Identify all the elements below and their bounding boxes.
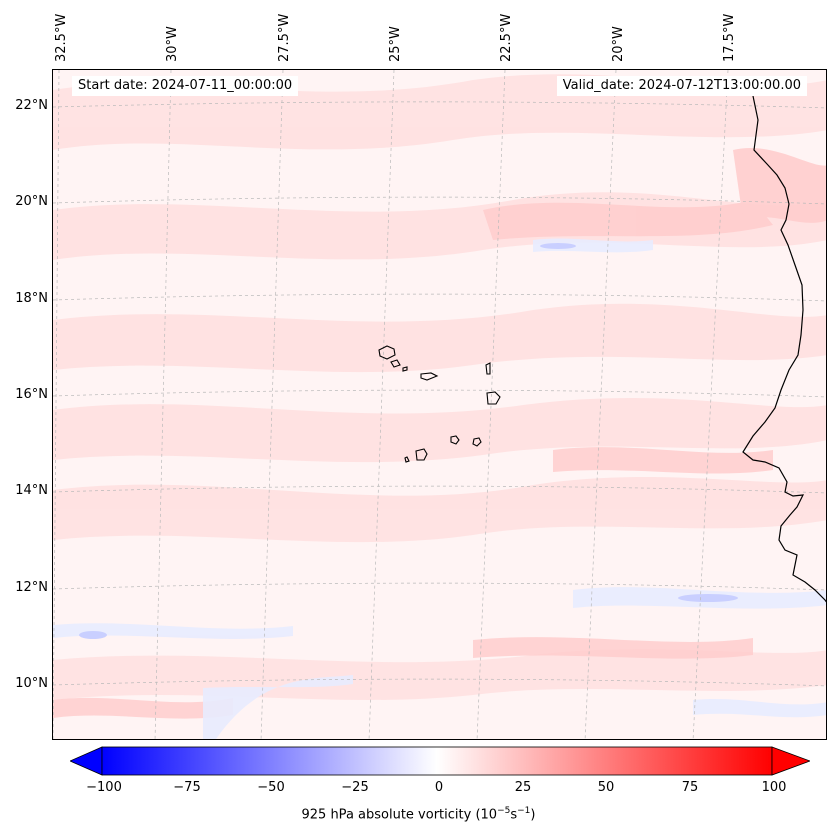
- colorbar-label-text: 925 hPa absolute vorticity (10: [301, 807, 498, 823]
- colorbar-min-extend: [69, 746, 103, 776]
- lat-label-22n: 22°N: [15, 98, 48, 113]
- colorbar-label: 925 hPa absolute vorticity (10−5s−1): [0, 806, 837, 822]
- lat-label-12n: 12°N: [15, 580, 48, 595]
- lat-label-14n: 14°N: [15, 483, 48, 498]
- lon-label-27-5w: 27.5°W: [277, 13, 292, 62]
- colorbar-gradient: [101, 746, 773, 776]
- start-date-label: Start date: 2024-07-11_00:00:00: [72, 76, 299, 96]
- colorbar-label-mid: s: [510, 807, 518, 823]
- lon-label-32-5w: 32.5°W: [54, 13, 69, 62]
- map-canvas: [53, 70, 826, 739]
- vorticity-map: [52, 69, 827, 740]
- colorbar-label-exp2: −1: [517, 806, 531, 816]
- lat-label-16n: 16°N: [15, 387, 48, 402]
- colorbar-tick-neg25: −25: [341, 780, 369, 795]
- colorbar-max-extend: [771, 746, 812, 776]
- lon-label-17-5w: 17.5°W: [722, 13, 737, 62]
- lon-label-30w: 30°W: [165, 26, 180, 62]
- colorbar-tick-neg100: −100: [86, 780, 122, 795]
- lon-label-22-5w: 22.5°W: [499, 13, 514, 62]
- west-africa-coastline: [742, 95, 826, 603]
- colorbar-tick-0: 0: [434, 780, 444, 795]
- colorbar-tick-25: 25: [514, 780, 532, 795]
- lat-label-10n: 10°N: [15, 676, 48, 691]
- strong-negative-spots: [79, 243, 738, 639]
- colorbar: [69, 746, 812, 776]
- colorbar-tick-neg75: −75: [173, 780, 201, 795]
- lat-label-18n: 18°N: [15, 291, 48, 306]
- colorbar-tick-neg50: −50: [257, 780, 285, 795]
- colorbar-tick-50: 50: [597, 780, 615, 795]
- colorbar-label-exp1: −5: [497, 806, 511, 816]
- colorbar-graphic: [69, 746, 812, 776]
- lon-label-20w: 20°W: [611, 26, 626, 62]
- colorbar-tick-75: 75: [681, 780, 699, 795]
- stronger-positive-bands: [53, 148, 826, 719]
- colorbar-tick-100: 100: [761, 780, 787, 795]
- colorbar-label-end: ): [530, 807, 536, 823]
- lon-label-25w: 25°W: [388, 26, 403, 62]
- valid-date-label: Valid_date: 2024-07-12T13:00:00.00: [556, 76, 807, 96]
- cape-verde-islands: [378, 345, 501, 463]
- lat-label-20n: 20°N: [15, 194, 48, 209]
- graticule: [53, 70, 826, 739]
